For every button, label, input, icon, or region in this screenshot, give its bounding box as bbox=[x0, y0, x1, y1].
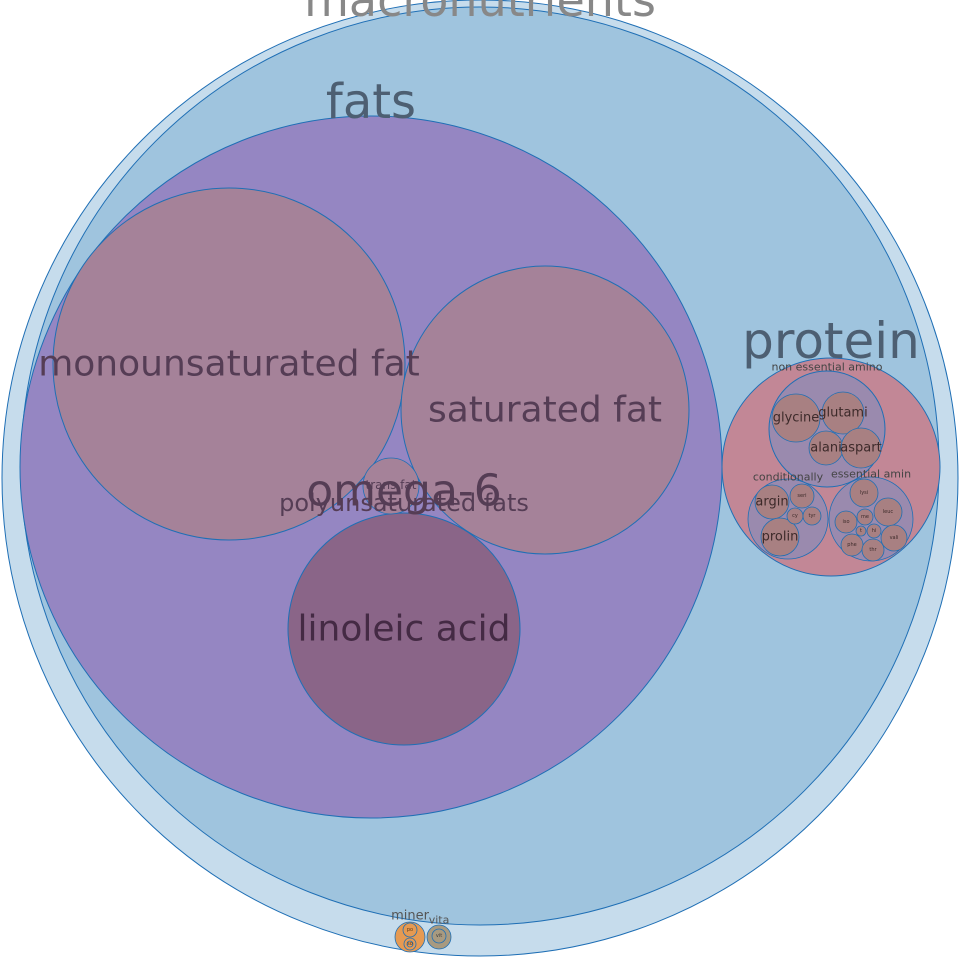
label-essential: essential amin bbox=[831, 468, 911, 481]
bubble-valine[interactable] bbox=[880, 524, 908, 552]
label-histidine: hi bbox=[872, 528, 877, 534]
label-valine: vali bbox=[890, 535, 899, 541]
bubble-saturated[interactable] bbox=[400, 265, 690, 555]
bubble-leucine[interactable] bbox=[873, 497, 903, 527]
bubble-aspartic[interactable] bbox=[840, 427, 882, 469]
label-linoleic: linoleic acid bbox=[298, 609, 511, 650]
bubble-vitamin_e[interactable] bbox=[431, 928, 447, 944]
label-cystine: cy bbox=[792, 513, 798, 519]
label-omega6: omega-6 bbox=[306, 466, 502, 517]
label-fats: fats bbox=[326, 74, 416, 130]
label-glycine: glycine bbox=[773, 411, 820, 426]
bubble-isoleucine[interactable] bbox=[834, 510, 858, 534]
label-threonine: t bbox=[860, 528, 862, 534]
label-leucine: leuc bbox=[883, 509, 894, 515]
label-nonessential: non essential amino bbox=[771, 361, 882, 374]
bubble-monounsaturated[interactable] bbox=[52, 187, 406, 541]
label-isoleucine: iso bbox=[842, 519, 849, 525]
label-tryptophan: thr bbox=[869, 547, 877, 553]
bubble-lysine[interactable] bbox=[849, 478, 879, 508]
bubble-glutamic[interactable] bbox=[821, 391, 865, 435]
label-arginine: argin bbox=[755, 495, 788, 510]
bubble-threonine[interactable] bbox=[855, 525, 867, 537]
label-alanine: alani bbox=[810, 441, 841, 456]
bubble-tryptophan[interactable] bbox=[861, 538, 885, 562]
label-potassium: po bbox=[407, 927, 413, 933]
bubble-methionine[interactable] bbox=[856, 508, 874, 526]
bubble-potassium[interactable] bbox=[402, 922, 418, 938]
bubble-glycine[interactable] bbox=[771, 393, 821, 443]
label-trans: trans fat bbox=[366, 478, 417, 492]
label-vitamins: vita bbox=[429, 914, 450, 927]
bubble-serine[interactable] bbox=[789, 483, 815, 509]
label-aspartic: aspart bbox=[840, 441, 881, 456]
label-protein: protein bbox=[742, 312, 920, 370]
label-lysine: lysi bbox=[860, 490, 868, 496]
bubble-linoleic[interactable] bbox=[287, 512, 521, 746]
label-monounsaturated: monounsaturated fat bbox=[38, 344, 420, 385]
label-conditionally: conditionally bbox=[753, 471, 824, 484]
bubble-arginine[interactable] bbox=[754, 484, 790, 520]
label-glutamic: glutami bbox=[818, 406, 867, 421]
bubble-magnesium[interactable] bbox=[406, 940, 414, 948]
bubble-proline[interactable] bbox=[760, 517, 800, 557]
bubble-trans[interactable] bbox=[362, 457, 420, 515]
label-phenylalanine: phe bbox=[847, 542, 856, 548]
label-minerals: miner bbox=[391, 909, 430, 924]
label-tyrosine: tyr bbox=[809, 513, 817, 519]
label-methionine: me bbox=[861, 514, 869, 520]
label-macronutrients: macronutrients bbox=[304, 0, 656, 27]
label-vitamin_e: vit bbox=[436, 933, 442, 939]
label-sodium: so bbox=[407, 941, 413, 947]
label-saturated: saturated fat bbox=[428, 390, 662, 431]
bubble-tyrosine[interactable] bbox=[802, 506, 822, 526]
bubble-histidine[interactable] bbox=[866, 523, 882, 539]
label-serine: seri bbox=[797, 493, 806, 499]
label-polyunsaturated: polyunsaturated fats bbox=[279, 489, 529, 517]
label-proline: prolin bbox=[762, 530, 799, 545]
